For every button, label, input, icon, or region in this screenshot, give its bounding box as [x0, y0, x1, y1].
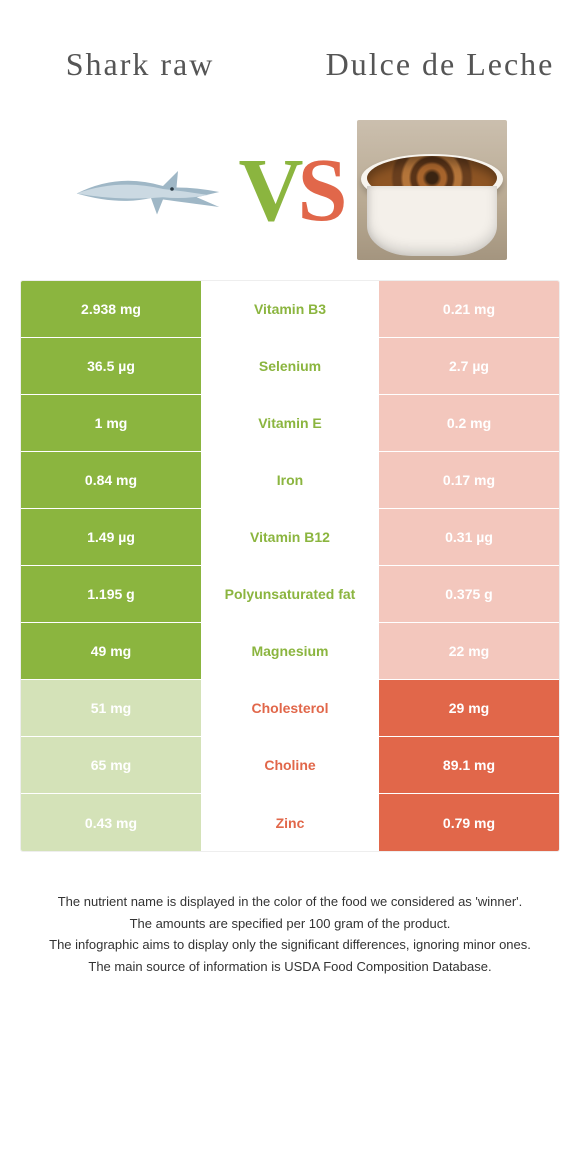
nutrient-name: Choline: [201, 737, 379, 793]
left-value: 0.84 mg: [21, 452, 201, 508]
footer-line: The main source of information is USDA F…: [30, 957, 550, 977]
nutrient-name: Vitamin B3: [201, 281, 379, 337]
right-value: 0.375 g: [379, 566, 559, 622]
table-row: 0.84 mgIron0.17 mg: [21, 452, 559, 509]
table-row: 2.938 mgVitamin B30.21 mg: [21, 281, 559, 338]
left-value: 2.938 mg: [21, 281, 201, 337]
footer-line: The amounts are specified per 100 gram o…: [30, 914, 550, 934]
title-row: Shark raw Dulce de Leche: [20, 20, 560, 110]
vs-v: V: [238, 139, 297, 242]
table-row: 1.49 µgVitamin B120.31 µg: [21, 509, 559, 566]
left-value: 1.195 g: [21, 566, 201, 622]
footer-notes: The nutrient name is displayed in the co…: [20, 852, 560, 976]
shark-image: [68, 120, 228, 260]
left-value: 36.5 µg: [21, 338, 201, 394]
footer-line: The infographic aims to display only the…: [30, 935, 550, 955]
nutrient-name: Vitamin E: [201, 395, 379, 451]
table-row: 0.43 mgZinc0.79 mg: [21, 794, 559, 851]
nutrient-name: Vitamin B12: [201, 509, 379, 565]
right-value: 89.1 mg: [379, 737, 559, 793]
table-row: 65 mgCholine89.1 mg: [21, 737, 559, 794]
title-right: Dulce de Leche: [320, 47, 560, 82]
left-value: 1 mg: [21, 395, 201, 451]
vs-label: VS: [238, 139, 341, 242]
hero-row: VS: [20, 110, 560, 280]
vs-s: S: [297, 139, 341, 242]
table-row: 36.5 µgSelenium2.7 µg: [21, 338, 559, 395]
nutrient-name: Iron: [201, 452, 379, 508]
comparison-table: 2.938 mgVitamin B30.21 mg36.5 µgSelenium…: [20, 280, 560, 852]
title-left: Shark raw: [20, 47, 260, 82]
table-row: 51 mgCholesterol29 mg: [21, 680, 559, 737]
table-row: 49 mgMagnesium22 mg: [21, 623, 559, 680]
left-value: 0.43 mg: [21, 794, 201, 851]
nutrient-name: Cholesterol: [201, 680, 379, 736]
left-value: 51 mg: [21, 680, 201, 736]
nutrient-name: Selenium: [201, 338, 379, 394]
table-row: 1.195 gPolyunsaturated fat0.375 g: [21, 566, 559, 623]
right-value: 0.79 mg: [379, 794, 559, 851]
left-value: 1.49 µg: [21, 509, 201, 565]
nutrient-name: Magnesium: [201, 623, 379, 679]
footer-line: The nutrient name is displayed in the co…: [30, 892, 550, 912]
right-value: 0.2 mg: [379, 395, 559, 451]
right-value: 0.17 mg: [379, 452, 559, 508]
nutrient-name: Zinc: [201, 794, 379, 851]
left-value: 65 mg: [21, 737, 201, 793]
right-value: 29 mg: [379, 680, 559, 736]
dulce-image: [352, 120, 512, 260]
table-row: 1 mgVitamin E0.2 mg: [21, 395, 559, 452]
left-value: 49 mg: [21, 623, 201, 679]
right-value: 0.21 mg: [379, 281, 559, 337]
right-value: 22 mg: [379, 623, 559, 679]
right-value: 0.31 µg: [379, 509, 559, 565]
right-value: 2.7 µg: [379, 338, 559, 394]
nutrient-name: Polyunsaturated fat: [201, 566, 379, 622]
